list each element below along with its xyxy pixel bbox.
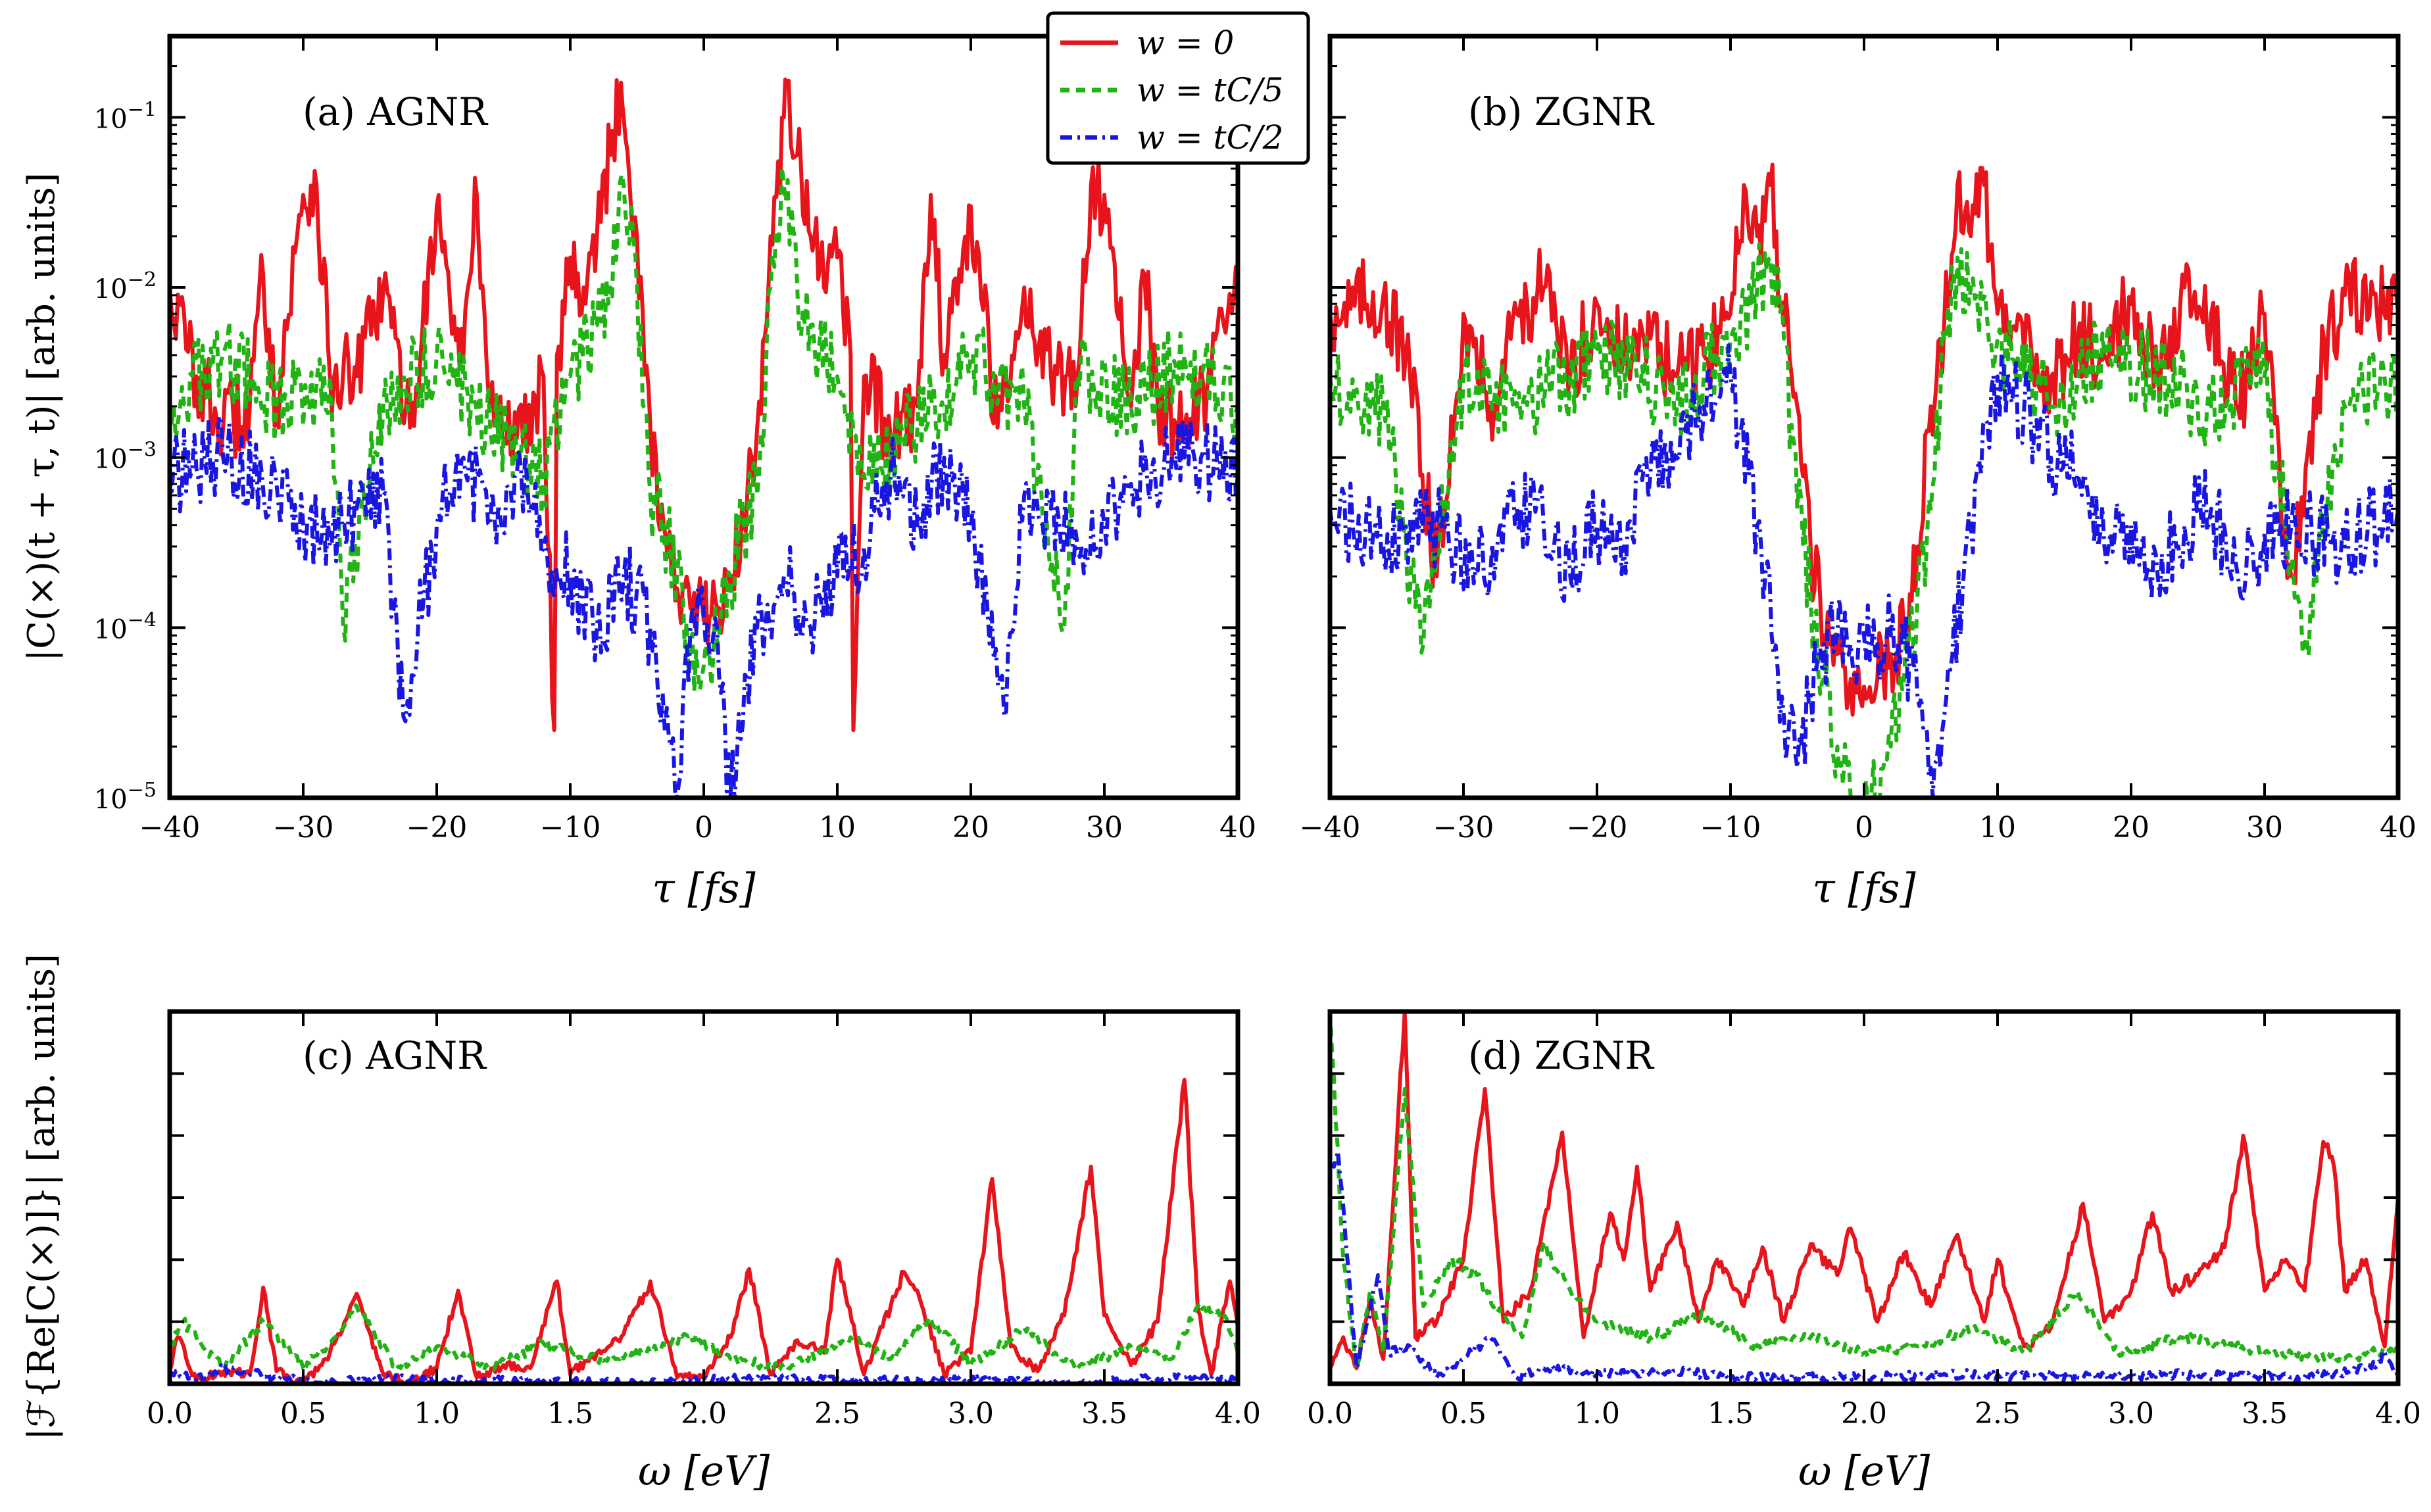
panel-d-xtick-label-2: 1.0 <box>1574 1397 1620 1430</box>
panel-b-xtick-label-4: 0 <box>1855 811 1873 844</box>
panel-a: −40 −30 −20 −10 0 10 20 30 40 10−5 10−4 10−3 10−2 10−… <box>94 34 1256 912</box>
legend-label-1: w = tC/5 <box>1137 71 1284 109</box>
panel-c-lines <box>170 1077 1238 1384</box>
panel-b-xtick-label-1: −30 <box>1433 811 1494 844</box>
ylabel-top: |C(×)(t + τ, t)| [arb. units] <box>20 172 63 661</box>
panel-b-series-2-line <box>1330 343 2398 798</box>
panel-a-xtick-label-8: 40 <box>1219 811 1256 844</box>
panel-b-xtick-label-3: −10 <box>1700 811 1761 844</box>
panel-a-ytick-label-3: 10−2 <box>94 268 157 305</box>
panel-b-xtick-label-6: 20 <box>2113 811 2149 844</box>
panel-b-ticks: −40 −30 −20 −10 0 10 20 30 40 <box>1300 36 2417 844</box>
panel-c-xtick-label-4: 2.0 <box>681 1397 727 1430</box>
panel-b-title: (b) ZGNR <box>1468 89 1655 134</box>
panel-d-xtick-label-5: 2.5 <box>1975 1397 2021 1430</box>
panel-d-xtick-label-8: 4.0 <box>2375 1397 2421 1430</box>
panel-c-xlabel: ω [eV] <box>638 1447 770 1495</box>
panel-b-xtick-label-0: −40 <box>1300 811 1361 844</box>
panel-d-xtick-label-0: 0.0 <box>1307 1397 1353 1430</box>
panel-a-ytick-label-4: 10−1 <box>94 98 157 134</box>
panel-c-frame <box>167 1009 1240 1386</box>
panel-a-series-2-line <box>170 414 1238 798</box>
panel-a-title: (a) AGNR <box>303 89 489 134</box>
panel-d: 0.0 0.5 1.0 1.5 2.0 2.5 3.0 3.5 4.0 (d) ZGNR ω [… <box>1307 1009 2421 1495</box>
panel-c-xtick-label-3: 1.5 <box>547 1397 593 1430</box>
panel-b-xtick-label-5: 10 <box>1979 811 2016 844</box>
panel-a-ytick-label-2: 10−3 <box>94 439 157 475</box>
panel-a-xtick-label-4: 0 <box>695 811 713 844</box>
panel-d-series-0-line <box>1330 1012 2398 1371</box>
panel-a-xtick-label-2: −20 <box>406 811 468 844</box>
panel-a-series-1-line <box>170 165 1238 694</box>
legend-box <box>1046 11 1310 165</box>
panel-a-ytick-label-1: 10−4 <box>94 608 157 645</box>
panel-d-series-1-line <box>1330 1012 2398 1371</box>
legend-label-2: w = tC/2 <box>1137 118 1284 157</box>
panel-c-xtick-label-7: 3.5 <box>1081 1397 1127 1430</box>
panel-c: 0.0 0.5 1.0 1.5 2.0 2.5 3.0 3.5 4.0 (c) AGNR ω [… <box>147 1009 1261 1495</box>
panel-d-ticks: 0.0 0.5 1.0 1.5 2.0 2.5 3.0 3.5 4.0 <box>1307 1012 2421 1430</box>
panel-d-frame <box>1327 1009 2401 1386</box>
panel-c-xtick-label-5: 2.5 <box>814 1397 860 1430</box>
panel-b-xtick-label-2: −20 <box>1567 811 1628 844</box>
panel-c-xtick-label-0: 0.0 <box>147 1397 193 1430</box>
panel-c-series-1-line <box>170 1301 1238 1373</box>
panel-c-xtick-label-2: 1.0 <box>414 1397 460 1430</box>
panel-a-lines <box>170 77 1238 798</box>
panel-d-xtick-label-3: 1.5 <box>1707 1397 1754 1430</box>
panel-c-xtick-label-1: 0.5 <box>280 1397 326 1430</box>
panel-b-lines <box>1330 162 2398 798</box>
panel-d-xtick-label-1: 0.5 <box>1440 1397 1486 1430</box>
panel-d-xtick-label-4: 2.0 <box>1841 1397 1887 1430</box>
panel-d-xtick-label-7: 3.5 <box>2242 1397 2288 1430</box>
panel-a-xlabel: τ [fs] <box>652 864 756 912</box>
panel-a-xtick-label-1: −30 <box>273 811 334 844</box>
ylabel-bottom: |ℱ{Re[C(×)]}| [arb. units] <box>20 954 63 1440</box>
panel-b-xtick-label-8: 40 <box>2380 811 2417 844</box>
panel-a-xtick-label-3: −10 <box>540 811 601 844</box>
panel-a-xtick-label-0: −40 <box>139 811 201 844</box>
panel-c-xtick-label-8: 4.0 <box>1215 1397 1261 1430</box>
panel-b-frame <box>1327 34 2401 800</box>
panel-a-ytick-label-0: 10−5 <box>94 779 157 815</box>
panel-d-title: (d) ZGNR <box>1468 1033 1655 1078</box>
panel-d-xlabel: ω [eV] <box>1798 1447 1930 1495</box>
panel-a-frame <box>167 34 1240 800</box>
panel-a-xtick-label-7: 30 <box>1086 811 1123 844</box>
legend: w = 0 w = tC/5 w = tC/2 <box>1046 11 1310 165</box>
panel-b-xlabel: τ [fs] <box>1812 864 1916 912</box>
panel-b-series-0-line <box>1330 162 2398 717</box>
panel-c-xtick-label-6: 3.0 <box>948 1397 994 1430</box>
panel-a-series-0-line <box>170 77 1238 733</box>
panel-c-title: (c) AGNR <box>303 1033 487 1078</box>
panel-c-series-0-line <box>170 1077 1238 1384</box>
panel-b-xtick-label-7: 30 <box>2246 811 2283 844</box>
panel-a-ticks: −40 −30 −20 −10 0 10 20 30 40 10−5 10−4 10−3 10−2 10−… <box>94 36 1256 844</box>
panel-a-xtick-label-5: 10 <box>819 811 856 844</box>
panel-b-series-1-line <box>1330 242 2398 798</box>
panel-a-xtick-label-6: 20 <box>952 811 989 844</box>
legend-label-0: w = 0 <box>1137 24 1234 62</box>
panel-d-xtick-label-6: 3.0 <box>2108 1397 2154 1430</box>
panel-b: −40 −30 −20 −10 0 10 20 30 40 (b) ZGNR τ [fs] <box>1300 34 2417 912</box>
